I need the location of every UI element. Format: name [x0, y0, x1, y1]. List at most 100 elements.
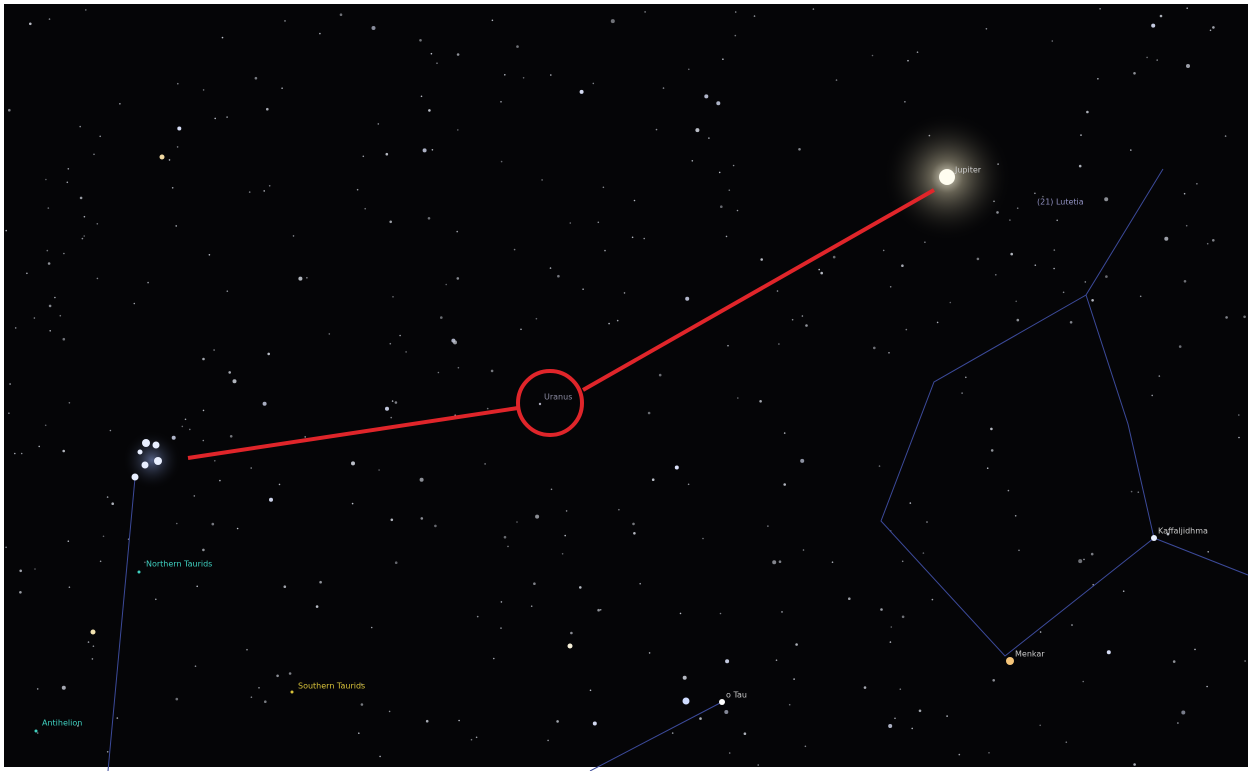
star: [269, 498, 273, 502]
star: [233, 379, 237, 383]
menkar[interactable]: [1006, 657, 1014, 665]
star: [428, 217, 431, 220]
star: [476, 737, 478, 739]
star: [438, 372, 440, 374]
star: [888, 352, 890, 354]
star: [719, 172, 721, 174]
star: [421, 517, 424, 520]
star: [154, 457, 162, 465]
star: [760, 258, 763, 261]
radiant[interactable]: [35, 730, 38, 733]
star: [84, 216, 86, 218]
radiant[interactable]: [291, 691, 294, 694]
star: [62, 686, 66, 690]
star: [284, 585, 287, 588]
jupiter[interactable]: [939, 169, 955, 185]
star: [699, 717, 702, 720]
star: [720, 205, 723, 208]
star: [891, 626, 893, 628]
star: [1206, 686, 1208, 688]
star: [471, 739, 473, 741]
star: [600, 609, 602, 611]
o-tau[interactable]: [719, 699, 725, 705]
star: [1179, 345, 1182, 348]
star: [836, 79, 838, 81]
label-northern-taurids: Northern Taurids: [146, 560, 212, 569]
star: [63, 253, 65, 255]
star: [784, 432, 786, 434]
star: [501, 161, 503, 163]
star: [1017, 207, 1019, 209]
star: [1105, 275, 1108, 278]
star: [45, 179, 47, 181]
star: [550, 74, 552, 76]
star: [372, 26, 376, 30]
star: [500, 101, 502, 103]
star: [724, 710, 728, 714]
star: [990, 428, 993, 431]
star: [263, 190, 265, 192]
star: [177, 146, 179, 148]
star: [1133, 763, 1136, 766]
star: [1085, 281, 1087, 283]
star: [1091, 299, 1094, 302]
uranus[interactable]: [539, 403, 541, 405]
star: [570, 632, 573, 635]
star: [316, 605, 319, 608]
star: [363, 156, 365, 158]
star: [246, 649, 248, 651]
star: [80, 197, 83, 200]
star: [888, 724, 892, 728]
label-o-tau: o Tau: [726, 691, 747, 700]
star: [848, 597, 851, 600]
radiant[interactable]: [138, 571, 141, 574]
star: [395, 561, 398, 564]
star: [281, 87, 283, 89]
star: [800, 459, 804, 463]
star: [1173, 660, 1176, 663]
star: [901, 264, 904, 267]
star: [255, 77, 258, 80]
star: [923, 552, 925, 554]
star: [48, 262, 51, 265]
star: [14, 453, 16, 455]
star: [1039, 725, 1041, 727]
star: [803, 549, 805, 551]
star: [995, 274, 997, 276]
star: [504, 74, 506, 76]
star: [453, 340, 457, 344]
star: [792, 319, 794, 321]
star: [1164, 237, 1168, 241]
star: [249, 191, 251, 193]
star: [917, 51, 919, 53]
star: [357, 189, 359, 191]
star: [564, 535, 566, 537]
star: [911, 728, 913, 730]
star: [45, 425, 47, 427]
star: [1207, 243, 1209, 245]
star: [269, 185, 271, 187]
star: [392, 400, 394, 402]
star: [932, 599, 934, 601]
star: [306, 277, 308, 279]
star: [1212, 26, 1215, 29]
star: [251, 696, 253, 698]
star: [611, 19, 615, 23]
star: [83, 235, 85, 237]
star: [798, 148, 801, 151]
star: [695, 128, 699, 132]
star: [386, 153, 389, 156]
star: [8, 109, 11, 112]
star: [1151, 24, 1155, 28]
sky-view[interactable]: Jupiter (21) Lutetia Uranus Northern Tau…: [0, 0, 1252, 771]
star: [1160, 15, 1163, 18]
kaffaljidhma[interactable]: [1151, 535, 1157, 541]
star: [176, 523, 178, 525]
star: [937, 322, 939, 324]
star: [777, 290, 779, 292]
star: [579, 586, 582, 589]
star: [155, 599, 157, 601]
star: [19, 591, 22, 594]
star: [683, 676, 687, 680]
star: [93, 154, 95, 156]
